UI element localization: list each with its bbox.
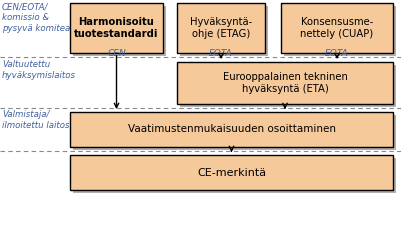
Bar <box>70 3 163 53</box>
Text: EOTA: EOTA <box>209 49 233 58</box>
Bar <box>180 6 268 56</box>
Bar <box>177 62 393 104</box>
Text: Valmistaja/
ilmoitettu laitos: Valmistaja/ ilmoitettu laitos <box>2 110 69 130</box>
Text: Vaatimustenmukaisuuden osoittaminen: Vaatimustenmukaisuuden osoittaminen <box>128 125 336 134</box>
Text: CEN: CEN <box>107 49 126 58</box>
Bar <box>73 6 166 56</box>
Bar <box>70 112 393 147</box>
Text: Valtuutettu
hyväksymislaitos: Valtuutettu hyväksymislaitos <box>2 60 76 80</box>
Bar <box>177 3 265 53</box>
Text: Konsensusme-
nettely (CUAP): Konsensusme- nettely (CUAP) <box>300 17 374 39</box>
Bar <box>70 155 393 190</box>
Bar <box>284 6 396 56</box>
Text: CE-merkintä: CE-merkintä <box>197 167 266 177</box>
Text: Hyväksyntä-
ohje (ETAG): Hyväksyntä- ohje (ETAG) <box>190 17 252 39</box>
Text: CEN/EOTA/
komissio &
pysyvä komitea: CEN/EOTA/ komissio & pysyvä komitea <box>2 2 70 33</box>
Bar <box>180 65 396 107</box>
Bar <box>73 115 396 150</box>
Bar <box>73 158 396 193</box>
Bar <box>281 3 393 53</box>
Text: EOTA: EOTA <box>325 49 349 58</box>
Text: Harmonisoitu
tuotestandardi: Harmonisoitu tuotestandardi <box>74 17 159 39</box>
Text: Eurooppalainen tekninen
hyväksyntä (ETA): Eurooppalainen tekninen hyväksyntä (ETA) <box>223 72 347 94</box>
